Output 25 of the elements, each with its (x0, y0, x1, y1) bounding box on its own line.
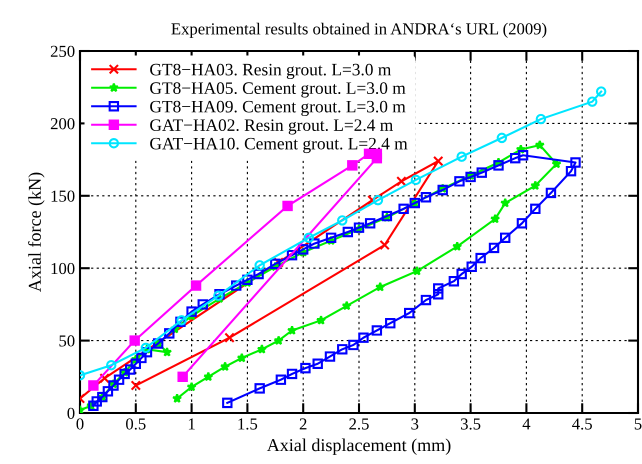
x-tick-label: 4.5 (572, 418, 592, 430)
x-tick-label: 5 (634, 418, 642, 430)
chart-title: Experimental results obtained in ANDRA‘s URL (2009) (171, 22, 546, 38)
x-tick-label: 1 (188, 418, 195, 430)
y-tick-label: 150 (52, 190, 75, 202)
legend-label: GAT−HA10. Cement grout. L=2.4 m (150, 138, 408, 154)
y-tick-label: 50 (59, 335, 75, 347)
legend-label: GT8−HA09. Cement grout. L=3.0 m (150, 100, 406, 116)
x-tick-label: 0.5 (126, 418, 146, 430)
x-tick-label: 1.5 (238, 418, 258, 430)
legend-label: GT8−HA03. Resin grout. L=3.0 m (150, 64, 392, 80)
y-tick-label: 200 (50, 118, 75, 130)
x-axis-title: Axial displacement (mm) (266, 438, 450, 455)
x-tick-label: 3 (411, 418, 418, 430)
y-tick-label: 250 (50, 46, 75, 57)
x-tick-label: 4 (522, 418, 530, 430)
legend-label: GAT−HA02. Resin grout. L=2.4 m (150, 119, 393, 135)
legend-label: GT8−HA05. Cement grout. L=3.0 m (150, 82, 406, 98)
y-tick-label: 0 (67, 408, 75, 419)
y-axis-title: Axial force (kN) (28, 172, 45, 292)
x-tick-label: 2 (300, 418, 306, 430)
y-tick-label: 100 (52, 262, 75, 274)
x-tick-label: 2.5 (349, 418, 369, 430)
x-tick-label: 0 (76, 418, 84, 430)
x-tick-label: 3.5 (460, 418, 480, 430)
